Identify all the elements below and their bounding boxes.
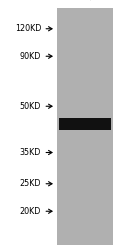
Text: Kidney: Kidney	[84, 0, 111, 2]
Text: 90KD: 90KD	[19, 52, 41, 61]
Text: 50KD: 50KD	[19, 102, 41, 111]
Text: 35KD: 35KD	[19, 148, 41, 157]
Text: 25KD: 25KD	[19, 179, 41, 188]
Text: 20KD: 20KD	[19, 207, 41, 216]
Bar	[59, 118, 110, 130]
Bar	[56, 8, 112, 245]
Text: 120KD: 120KD	[15, 24, 41, 33]
